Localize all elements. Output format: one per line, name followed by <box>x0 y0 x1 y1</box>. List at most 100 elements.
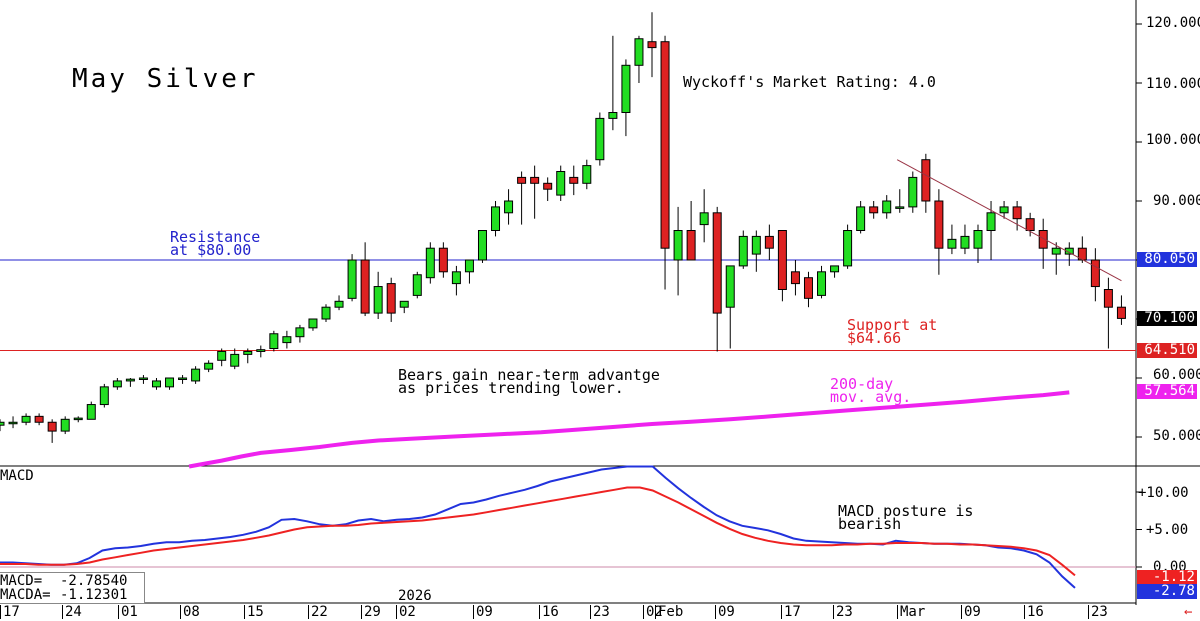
candle-body <box>269 333 279 349</box>
candle-body <box>517 176 527 184</box>
x-tick-label: 08 <box>180 605 200 619</box>
candle-body <box>634 38 644 66</box>
x-tick-label: 23 <box>1088 605 1108 619</box>
x-tick-label: 29 <box>361 605 381 619</box>
candle-body <box>399 300 409 308</box>
macda-readout-label: MACDA= <box>0 587 51 603</box>
candle-body <box>830 265 840 273</box>
candle-body <box>530 176 540 184</box>
candle-body <box>0 421 5 426</box>
macda-line <box>0 486 1076 577</box>
candle-body <box>725 265 735 308</box>
x-tick-label: 09 <box>715 605 735 619</box>
candle-body <box>112 380 122 388</box>
candle-body <box>1064 247 1074 255</box>
candle-body <box>21 415 31 423</box>
candle-body <box>464 259 474 273</box>
x-tick-label: 01 <box>118 605 138 619</box>
candle-body <box>425 247 435 279</box>
x-tick-label: 09 <box>961 605 981 619</box>
macd-badge: -2.78 <box>1137 584 1197 599</box>
candle-body <box>217 350 227 361</box>
candle-body <box>60 418 70 432</box>
candle-body <box>99 386 109 406</box>
candle-body <box>895 206 905 209</box>
x-tick-label: 23 <box>590 605 610 619</box>
x-tick-label: 02 <box>643 605 663 619</box>
candle-body <box>699 212 709 226</box>
candle-body <box>138 377 148 380</box>
candle-body <box>73 417 83 421</box>
moving-average-badge: 57.564 <box>1137 384 1197 399</box>
candle-body <box>86 404 96 420</box>
candle-body <box>373 286 383 314</box>
candle-body <box>1025 218 1035 231</box>
candle-body <box>999 206 1009 214</box>
x-tick-label: 16 <box>1024 605 1044 619</box>
macda-readout-value: -1.12301 <box>60 587 128 603</box>
candle-body <box>1090 259 1100 288</box>
candle-body <box>1103 289 1113 308</box>
price-tick: 90.000 <box>1153 193 1200 209</box>
candle-body <box>843 230 853 267</box>
candle-body <box>386 283 396 314</box>
candle-body <box>191 368 201 382</box>
macd-panel-label: MACD <box>0 468 34 484</box>
support-price-badge: 64.510 <box>1137 343 1197 358</box>
candle-body <box>947 238 957 249</box>
candle-body <box>360 259 370 314</box>
x-tick-label: 23 <box>833 605 853 619</box>
candle-body <box>882 200 892 214</box>
candle-body <box>803 277 813 299</box>
candle-body <box>660 41 670 249</box>
candle-body <box>595 117 605 161</box>
macda-badge: -1.12 <box>1137 570 1197 585</box>
chart-title: May Silver <box>72 64 259 94</box>
macd-readout-value: -2.78540 <box>60 573 128 589</box>
price-tick: 110.000 <box>1146 76 1200 92</box>
candle-body <box>47 421 57 432</box>
candle-body <box>817 271 827 296</box>
candle-body <box>282 336 292 344</box>
candle-body <box>1012 206 1022 220</box>
resistance-price-badge: 80.050 <box>1137 252 1197 267</box>
candle-body <box>347 259 357 299</box>
x-tick-label: Mar <box>897 605 925 619</box>
resistance-annotation: Resistance at $80.00 <box>170 228 261 259</box>
x-tick-label: 09 <box>473 605 493 619</box>
bears-annotation: Bears gain near-term advantge as prices … <box>398 366 660 397</box>
price-tick: 60.000 <box>1153 367 1200 383</box>
candle-body <box>973 230 983 249</box>
candle-body <box>308 318 318 329</box>
x-tick-label: Feb <box>655 605 683 619</box>
price-tick: 120.000 <box>1146 15 1200 31</box>
candle-body <box>1038 230 1048 249</box>
candle-body <box>34 415 44 423</box>
candle-body <box>204 362 214 370</box>
candle-body <box>960 235 970 249</box>
macd-tick: +10.00 <box>1138 485 1189 501</box>
candle-body <box>1051 247 1061 255</box>
price-tick: 50.000 <box>1153 428 1200 444</box>
candle-body <box>582 165 592 184</box>
candle-body <box>764 235 774 249</box>
candle-body <box>165 377 175 388</box>
arrow-left-icon[interactable]: ← <box>1184 604 1193 620</box>
candle-body <box>1116 306 1126 319</box>
candle-body <box>477 230 487 261</box>
candle-body <box>569 176 579 184</box>
candle-body <box>412 274 422 296</box>
candle-body <box>178 377 188 380</box>
candle-body <box>934 200 944 249</box>
candle-body <box>321 306 331 320</box>
x-tick-label: 15 <box>244 605 264 619</box>
x-tick-label: 02 <box>396 605 416 619</box>
support-annotation: Support at $64.66 <box>847 316 938 347</box>
candle-body <box>334 300 344 308</box>
candle-body <box>856 206 866 231</box>
candle-body <box>256 349 266 352</box>
candle-body <box>673 230 683 261</box>
x-tick-label: 16 <box>539 605 559 619</box>
candle-body <box>738 235 748 267</box>
candle-body <box>869 206 879 214</box>
